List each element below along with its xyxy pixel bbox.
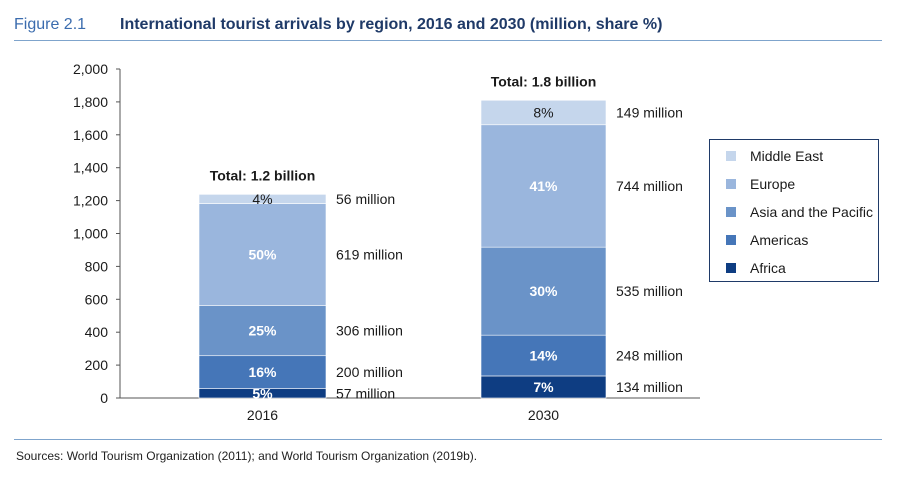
- bottom-rule: [14, 439, 882, 440]
- value-label: 57 million: [336, 385, 395, 401]
- value-label: 248 million: [616, 348, 683, 364]
- value-label: 134 million: [616, 379, 683, 395]
- share-label: 14%: [529, 348, 558, 364]
- figure-number: Figure 2.1: [14, 16, 87, 33]
- legend-label: Africa: [750, 260, 786, 276]
- bar-segment: [480, 334, 607, 377]
- share-label: 25%: [248, 323, 277, 339]
- figure-header: Figure 2.1 International tourist arrival…: [14, 16, 882, 38]
- value-label: 306 million: [336, 323, 403, 339]
- source-note: Sources: World Tourism Organization (201…: [16, 449, 478, 463]
- legend-swatch: [726, 179, 736, 189]
- share-label: 5%: [252, 385, 273, 401]
- value-label: 149 million: [616, 105, 683, 121]
- value-label: 619 million: [336, 246, 403, 262]
- y-tick-label: 400: [85, 324, 109, 340]
- legend-label: Middle East: [750, 148, 824, 164]
- y-tick-label: 800: [85, 258, 109, 274]
- x-tick-label: 2016: [247, 407, 278, 423]
- legend-swatch: [726, 235, 736, 245]
- y-tick-label: 1,000: [73, 226, 108, 242]
- bar-segment: [198, 355, 327, 389]
- bar-segment: [198, 305, 327, 357]
- share-label: 16%: [248, 364, 277, 380]
- value-label: 535 million: [616, 283, 683, 299]
- y-tick-label: 200: [85, 357, 109, 373]
- bar-segment: [480, 124, 607, 248]
- chart-legend: Middle East Europe Asia and the Pacific Ame…: [709, 139, 879, 282]
- total-label: Total: 1.8 billion: [491, 73, 597, 89]
- bar-segment: [480, 246, 607, 336]
- share-label: 4%: [252, 191, 272, 207]
- bar-segment: [480, 99, 607, 126]
- y-tick-label: 600: [85, 291, 109, 307]
- y-tick-label: 1,800: [73, 94, 108, 110]
- y-tick-label: 0: [100, 390, 108, 406]
- y-tick-label: 1,400: [73, 160, 108, 176]
- y-tick-label: 2,000: [73, 61, 108, 77]
- value-label: 56 million: [336, 191, 395, 207]
- legend-label: Europe: [750, 176, 796, 192]
- share-label: 8%: [533, 105, 553, 121]
- legend-swatch: [726, 263, 736, 273]
- share-label: 30%: [529, 283, 558, 299]
- share-label: 50%: [248, 246, 277, 262]
- bar-segment: [198, 194, 327, 204]
- legend-label: Americas: [750, 232, 809, 248]
- total-label: Total: 1.2 billion: [210, 167, 316, 183]
- y-tick-label: 1,600: [73, 127, 108, 143]
- share-label: 7%: [533, 379, 554, 395]
- bar-segment: [198, 203, 327, 306]
- figure-title: International tourist arrivals by region…: [120, 16, 663, 33]
- legend-swatch: [726, 207, 736, 217]
- y-tick-label: 1,200: [73, 193, 108, 209]
- top-rule: [14, 40, 882, 41]
- value-label: 744 million: [616, 178, 683, 194]
- x-tick-label: 2030: [528, 407, 559, 423]
- value-label: 200 million: [336, 364, 403, 380]
- legend-swatch: [726, 151, 736, 161]
- share-label: 41%: [529, 178, 558, 194]
- legend-label: Asia and the Pacific: [750, 204, 873, 220]
